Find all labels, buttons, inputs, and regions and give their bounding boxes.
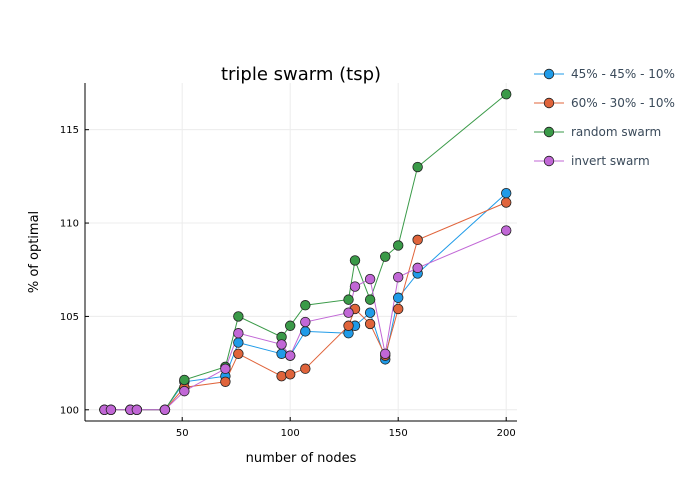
data-point xyxy=(412,262,423,274)
chart-title: triple swarm (tsp) xyxy=(221,64,381,85)
data-point xyxy=(179,374,190,386)
data-point xyxy=(300,316,311,328)
data-point xyxy=(412,234,423,246)
data-point xyxy=(300,363,311,374)
data-point xyxy=(364,294,376,305)
y-tick-label: 105 xyxy=(60,312,79,323)
series xyxy=(99,89,512,415)
data-point xyxy=(343,294,354,305)
data-point xyxy=(285,350,296,361)
data-point xyxy=(233,311,244,322)
y-axis-title: % of optimal xyxy=(27,211,42,293)
data-point xyxy=(412,161,423,173)
legend-marker xyxy=(543,97,555,109)
data-point xyxy=(276,370,287,382)
legend-label: invert swarm xyxy=(571,154,650,168)
data-point xyxy=(364,273,376,285)
data-point xyxy=(105,404,117,415)
x-tick-label: 100 xyxy=(281,428,300,439)
legend-label: 60% - 30% - 10% xyxy=(571,96,675,110)
data-point xyxy=(285,369,296,380)
data-point xyxy=(380,348,391,359)
data-point xyxy=(276,348,287,359)
legend-marker xyxy=(543,126,555,138)
ticks: 50 100 150 200 100 105 110 115 xyxy=(60,125,516,439)
legend: 45% - 45% - 10% 60% - 30% - 10% random swa… xyxy=(534,67,675,168)
data-point xyxy=(285,320,296,331)
data-point xyxy=(364,307,376,318)
grid xyxy=(85,83,517,421)
legend-marker xyxy=(543,68,555,80)
data-point xyxy=(393,303,404,315)
data-point xyxy=(349,281,361,292)
legend-marker xyxy=(543,155,555,167)
y-tick-label: 110 xyxy=(60,219,79,230)
data-point xyxy=(343,320,354,331)
x-tick-label: 50 xyxy=(176,428,189,439)
data-point xyxy=(300,326,311,337)
data-point xyxy=(131,404,143,415)
y-tick-label: 100 xyxy=(60,405,79,416)
data-point xyxy=(501,89,512,100)
data-point xyxy=(233,337,244,348)
x-axis-title: number of nodes xyxy=(246,451,357,466)
x-tick-label: 200 xyxy=(497,428,516,439)
data-point xyxy=(364,318,376,330)
data-point xyxy=(179,385,190,397)
data-point xyxy=(233,348,244,359)
axes xyxy=(84,83,517,422)
data-point xyxy=(343,307,354,318)
x-tick-label: 150 xyxy=(389,428,408,439)
data-point xyxy=(380,251,391,262)
data-point xyxy=(501,197,512,208)
data-point xyxy=(501,225,512,236)
data-point xyxy=(220,363,231,374)
data-point xyxy=(349,255,361,266)
data-point xyxy=(501,187,512,199)
data-point xyxy=(159,404,171,415)
data-point xyxy=(393,292,404,303)
data-point xyxy=(300,300,311,311)
data-point xyxy=(276,339,287,350)
legend-label: 45% - 45% - 10% xyxy=(571,67,675,81)
y-tick-label: 115 xyxy=(60,125,79,136)
legend-label: random swarm xyxy=(571,125,661,139)
data-point xyxy=(393,272,404,283)
data-point xyxy=(393,240,404,251)
data-point xyxy=(233,328,244,339)
data-point xyxy=(220,376,231,387)
